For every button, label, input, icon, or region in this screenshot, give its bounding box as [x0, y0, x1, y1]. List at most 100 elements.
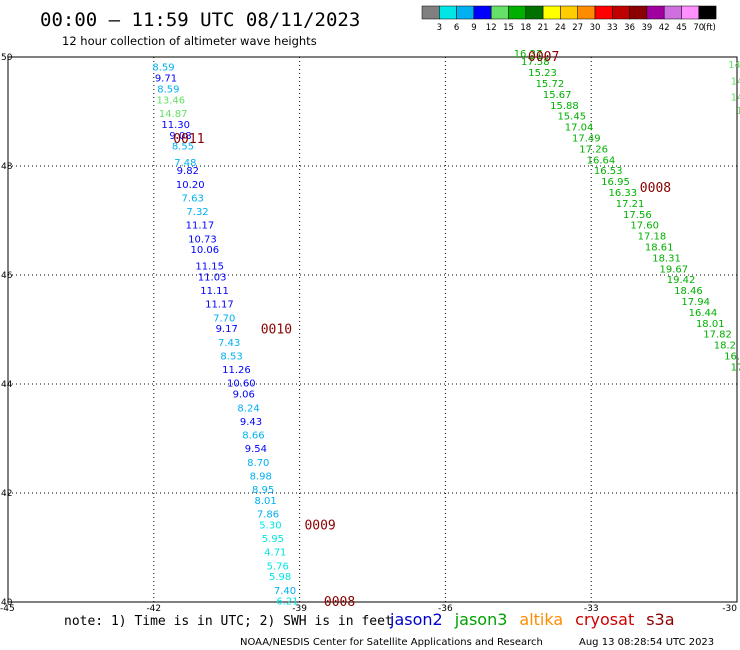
- mission-legend-altika: altika: [519, 610, 563, 629]
- colorbar-swatch: [681, 5, 700, 20]
- swh-value-label: 18.2: [714, 341, 736, 352]
- swh-value-label: 7.63: [182, 193, 204, 204]
- swh-value-label: 11.03: [198, 272, 227, 283]
- colorbar-label: 36: [624, 23, 635, 33]
- swh-value-label: 1: [736, 106, 740, 117]
- pass-number-label: 0008: [324, 595, 355, 610]
- swh-value-label: 9.17: [216, 324, 238, 335]
- x-tick-label: -30: [722, 604, 737, 614]
- colorbar-label: 70: [693, 23, 704, 33]
- swh-value-label: 17.82: [703, 330, 732, 341]
- data-points: 8.599.718.5913.4614.8711.309.088.557.489…: [152, 49, 740, 608]
- swh-value-label: 10.60: [227, 379, 256, 390]
- swh-value-label: 7.43: [218, 338, 240, 349]
- swh-value-label: 17.60: [630, 221, 659, 232]
- swh-value-label: 16.44: [689, 308, 718, 319]
- swh-value-label: 15.88: [550, 101, 579, 112]
- pass-number-label: 0011: [173, 132, 204, 147]
- swh-value-label: 5.76: [267, 561, 289, 572]
- swh-value-label: 18.61: [645, 242, 674, 253]
- swh-value-label: 8.53: [220, 351, 242, 362]
- pass-number-label: 0008: [640, 181, 671, 196]
- swh-value-label: 7.32: [186, 207, 208, 218]
- swh-value-label: 16.: [724, 351, 740, 362]
- swh-value-label: 9.08: [169, 131, 191, 142]
- swh-value-label: 18.46: [674, 286, 703, 297]
- swh-value-label: 17.18: [638, 232, 667, 243]
- pass-number-label: 0009: [304, 519, 335, 534]
- swh-value-label: 15.72: [536, 79, 565, 90]
- swh-value-label: 16.33: [608, 188, 637, 199]
- swh-value-label: 8.59: [157, 84, 179, 95]
- colorbar-label: 42: [659, 23, 670, 33]
- swh-value-label: 5.98: [269, 572, 291, 583]
- x-tick-label: -42: [146, 604, 161, 614]
- colorbar-label: 12: [486, 23, 497, 33]
- colorbar-label: 33: [607, 23, 618, 33]
- swh-value-label: 17.21: [616, 199, 645, 210]
- colorbar-swatch: [560, 5, 578, 20]
- colorbar-swatch: [698, 5, 717, 20]
- mission-legend-cryosat: cryosat: [575, 610, 634, 629]
- mission-legend: jason2 jason3 altika cryosat s3a: [389, 610, 675, 629]
- colorbar-swatch: [577, 5, 596, 20]
- colorbar-label: 21: [538, 23, 549, 33]
- swh-value-label: 16.53: [594, 166, 623, 177]
- swh-value-label: 17.49: [572, 133, 601, 144]
- mission-legend-jason3: jason3: [454, 610, 508, 629]
- swh-value-label: 6.21: [276, 597, 298, 608]
- swh-value-label: 9.71: [155, 74, 177, 85]
- swh-value-label: 18.31: [652, 253, 681, 264]
- colorbar-label: 15: [503, 23, 514, 33]
- swh-value-label: 7.40: [274, 586, 296, 597]
- units-note: note: 1) Time is in UTC; 2) SWH is in fe…: [64, 614, 393, 629]
- y-tick-label: 40: [1, 598, 13, 608]
- colorbar-label: 18: [520, 23, 531, 33]
- y-tick-label: 46: [1, 271, 13, 281]
- footer-timestamp: Aug 13 08:28:54 UTC 2023: [579, 637, 714, 648]
- swh-value-label: 4.71: [264, 548, 286, 559]
- swh-value-label: 11.30: [161, 120, 190, 131]
- colorbar-swatch: [612, 5, 630, 20]
- swh-value-label: 8.59: [152, 63, 174, 74]
- colorbar-swatch: [594, 5, 613, 20]
- x-tick-label: -36: [438, 604, 453, 614]
- swh-value-label: 5.30: [259, 520, 281, 531]
- swh-value-label: 14.87: [159, 109, 188, 120]
- swh-value-label: 9.82: [177, 166, 199, 177]
- colorbar-swatch: [525, 5, 544, 20]
- swh-value-label: 16.64: [587, 155, 616, 166]
- colorbar-legend: 3 6 9 12 15 18 21 24 27 30 33 36 39 42 45 70(ft): [421, 5, 717, 33]
- colorbar-swatch: [490, 5, 509, 20]
- pass-number-label: 0007: [528, 50, 559, 65]
- swh-value-label: 11.26: [222, 365, 251, 376]
- swh-value-label: 14: [728, 60, 740, 71]
- swh-value-label: 16.37: [514, 49, 543, 60]
- y-tick-label: 50: [1, 53, 13, 63]
- swh-value-label: 8.98: [250, 471, 272, 482]
- mission-legend-s3a: s3a: [646, 610, 674, 629]
- axis-ticks: -45 -42 -39 -36 -33 -30 40 42 44 46 48 50: [0, 53, 737, 614]
- swh-value-label: 8.95: [252, 485, 274, 496]
- x-tick-label: -45: [0, 604, 15, 614]
- swh-value-label: 9.06: [233, 390, 255, 401]
- plot-frame: [7, 56, 738, 603]
- swh-value-label: 13.46: [156, 95, 185, 106]
- colorbar-label: 9: [471, 23, 476, 33]
- pass-number-label: 0010: [261, 323, 292, 338]
- swh-value-label: 11.17: [205, 300, 234, 311]
- swh-value-label: 17: [731, 362, 740, 373]
- colorbar-swatch: [542, 5, 561, 20]
- colorbar-swatch: [663, 5, 682, 20]
- swh-value-label: 15.45: [557, 112, 586, 123]
- chart-title: 00:00 — 11:59 UTC 08/11/2023: [40, 9, 360, 31]
- colorbar-label: 24: [555, 23, 566, 33]
- swh-value-label: 14: [731, 76, 740, 87]
- grid-lines: [8, 57, 737, 602]
- colorbar-label: 6: [454, 23, 459, 33]
- swh-value-label: 5.95: [262, 534, 284, 545]
- colorbar-label: 3: [437, 23, 442, 33]
- swh-value-label: 9.43: [240, 417, 262, 428]
- swh-value-label: 10.73: [188, 234, 217, 245]
